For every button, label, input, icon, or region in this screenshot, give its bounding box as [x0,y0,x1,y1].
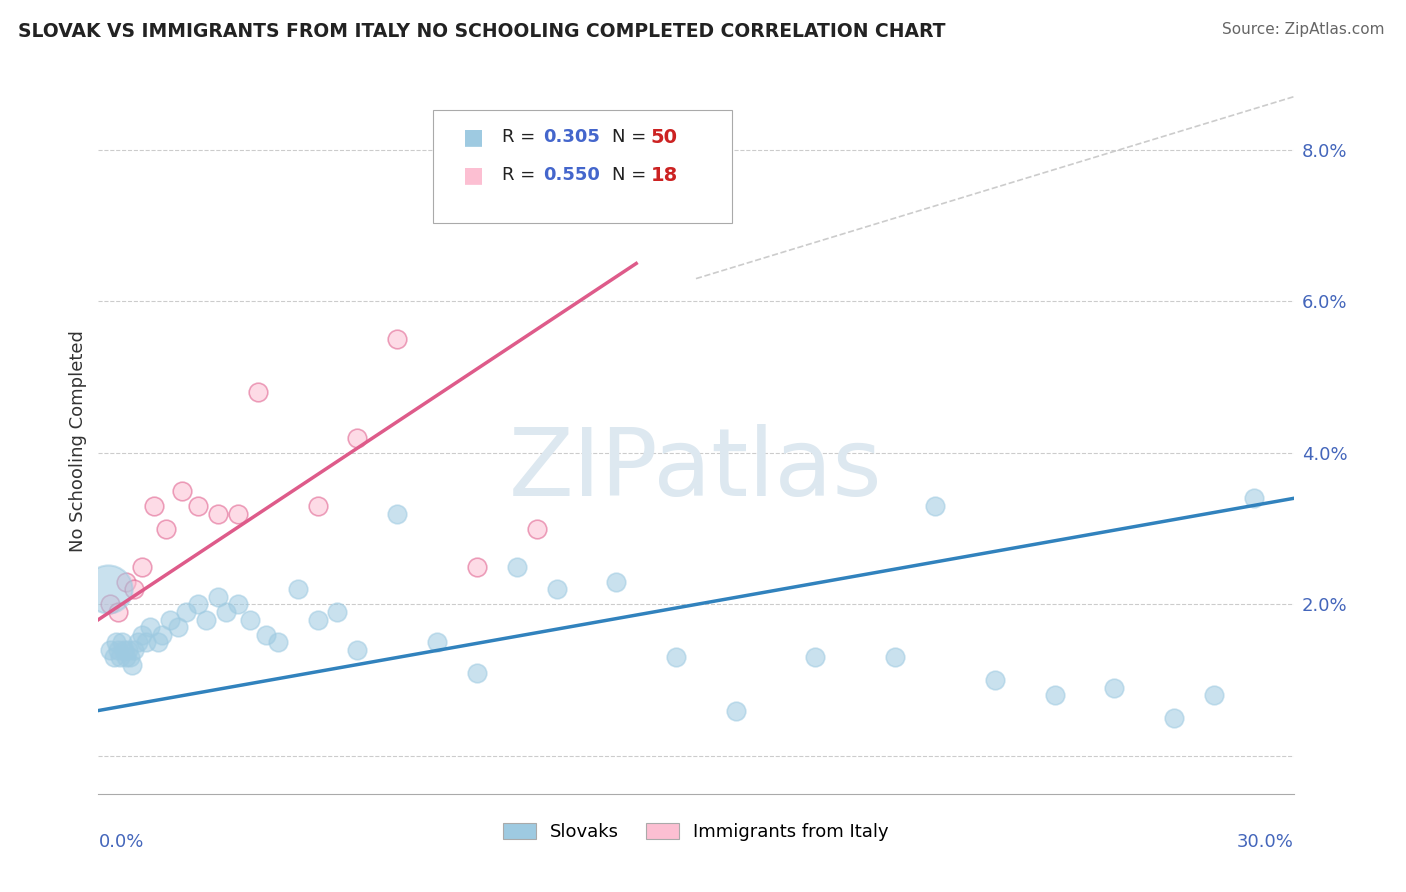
Point [346,643,368,657]
Point [546,582,568,597]
Point [174,605,197,619]
Text: SLOVAK VS IMMIGRANTS FROM ITALY NO SCHOOLING COMPLETED CORRELATION CHART: SLOVAK VS IMMIGRANTS FROM ITALY NO SCHOO… [18,22,946,41]
Point [207,590,229,604]
Point [131,559,153,574]
Point [207,507,229,521]
Point [506,559,529,574]
Point [139,620,162,634]
Point [121,658,143,673]
Text: R =: R = [502,128,541,146]
Legend: Slovaks, Immigrants from Italy: Slovaks, Immigrants from Italy [496,815,896,848]
Point [115,650,138,665]
Point [97,582,120,597]
Point [526,522,548,536]
Point [107,605,129,619]
Point [465,559,488,574]
Point [195,613,218,627]
Point [665,650,688,665]
Point [884,650,907,665]
Point [105,635,128,649]
Point [124,643,146,657]
Text: N =: N = [613,128,652,146]
Text: 18: 18 [651,166,678,185]
Point [143,499,166,513]
Point [1104,681,1126,695]
Point [107,643,129,657]
Point [98,598,122,612]
Point [1163,711,1185,725]
Point [385,332,409,346]
Point [605,574,627,589]
FancyBboxPatch shape [433,111,733,223]
Point [155,522,177,536]
Y-axis label: No Schooling Completed: No Schooling Completed [69,331,87,552]
Point [924,499,946,513]
Text: N =: N = [613,166,652,184]
Point [307,613,329,627]
Point [120,650,142,665]
Point [1202,689,1225,703]
Point [984,673,1007,688]
Text: ■: ■ [463,128,484,147]
Point [226,507,249,521]
Point [804,650,827,665]
Text: R =: R = [502,166,541,184]
Point [167,620,190,634]
Point [127,635,149,649]
Point [254,628,277,642]
Point [148,635,170,649]
Point [112,643,135,657]
Point [724,704,747,718]
Point [239,613,262,627]
Point [226,598,249,612]
Point [150,628,173,642]
Point [287,582,309,597]
Point [326,605,349,619]
Text: 50: 50 [651,128,678,146]
Point [110,650,132,665]
Point [1243,491,1265,506]
Point [117,643,139,657]
Point [465,665,488,680]
Point [131,628,153,642]
Point [246,385,269,400]
Point [159,613,181,627]
Point [346,431,368,445]
Point [307,499,329,513]
Point [565,203,588,218]
Text: 0.550: 0.550 [543,166,600,184]
Point [98,643,122,657]
Point [426,635,449,649]
Point [215,605,238,619]
Text: ZIPatlas: ZIPatlas [509,424,883,516]
Text: 30.0%: 30.0% [1237,832,1294,851]
Text: Source: ZipAtlas.com: Source: ZipAtlas.com [1222,22,1385,37]
Point [385,507,409,521]
Point [187,598,209,612]
Point [111,635,134,649]
Point [115,574,138,589]
Point [187,499,209,513]
Text: 0.0%: 0.0% [98,832,143,851]
Point [172,483,194,498]
Point [267,635,290,649]
Point [103,650,125,665]
Point [124,582,146,597]
Text: 0.305: 0.305 [543,128,600,146]
Point [1043,689,1066,703]
Text: ■: ■ [463,165,484,186]
Point [135,635,157,649]
